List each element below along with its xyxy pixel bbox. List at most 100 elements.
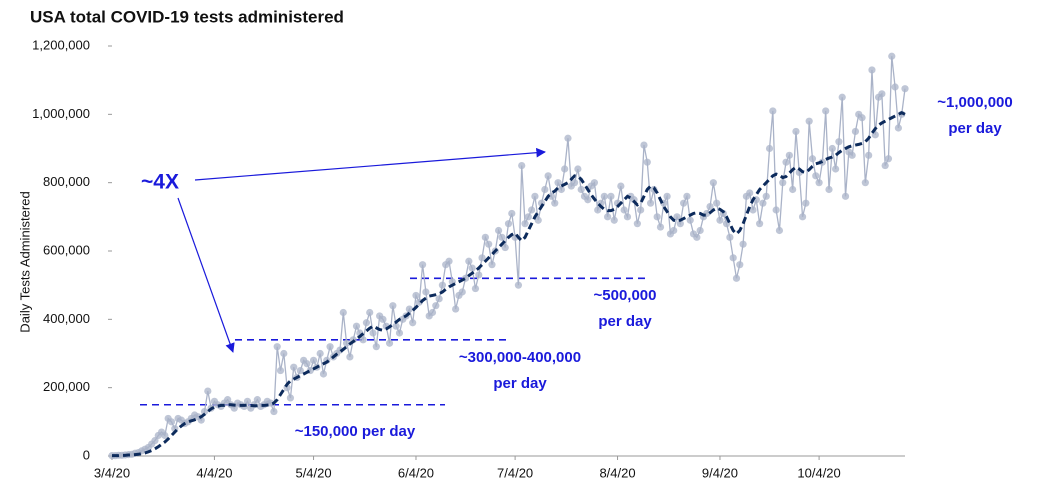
data-point: [686, 216, 694, 224]
data-point: [273, 343, 281, 351]
data-point: [200, 407, 209, 416]
data-point: [435, 295, 443, 303]
data-point: [481, 233, 489, 241]
data-point: [713, 199, 721, 207]
data-point: [276, 366, 285, 375]
data-point: [551, 199, 559, 207]
data-point: [167, 418, 176, 426]
data-point: [267, 399, 275, 407]
y-axis-label: Daily Tests Administered: [17, 191, 32, 332]
data-point: [243, 397, 252, 405]
data-point: [224, 396, 232, 404]
data-point: [309, 356, 318, 364]
data-point: [828, 144, 836, 153]
data-point: [362, 319, 371, 327]
data-point: [848, 151, 856, 159]
data-point: [884, 155, 893, 163]
data-point: [554, 179, 562, 187]
data-point: [775, 226, 784, 235]
data-point: [673, 213, 681, 221]
y-tick-label: 1,200,000: [32, 37, 90, 52]
data-point: [412, 291, 420, 300]
data-point: [610, 216, 618, 224]
data-point: [561, 165, 569, 173]
data-point: [656, 223, 665, 231]
data-point: [594, 206, 602, 214]
data-point: [881, 161, 889, 170]
data-point: [438, 281, 447, 289]
data-point: [772, 206, 780, 214]
chart-title: USA total COVID-19 tests administered: [30, 7, 344, 26]
data-point: [640, 141, 648, 149]
data-point: [901, 85, 909, 93]
data-point: [270, 407, 278, 416]
data-point: [498, 233, 506, 241]
data-point: [851, 127, 860, 136]
x-tick-label: 10/4/20: [797, 465, 840, 480]
data-point: [779, 179, 787, 187]
data-point: [534, 216, 542, 224]
data-point: [339, 308, 347, 317]
data-point: [458, 288, 466, 296]
data-point: [524, 213, 532, 221]
data-point: [607, 192, 615, 200]
data-point: [366, 308, 374, 317]
data-point: [623, 213, 632, 221]
data-point: [670, 226, 678, 235]
data-point: [894, 124, 902, 132]
data-point: [445, 257, 453, 265]
data-point: [808, 155, 817, 163]
x-tick-label: 4/4/20: [196, 465, 232, 480]
data-point: [395, 329, 404, 337]
data-point: [253, 396, 261, 404]
y-tick-label: 600,000: [43, 242, 90, 257]
data-point: [478, 254, 486, 262]
data-point: [822, 107, 830, 115]
data-point: [504, 220, 513, 228]
data-point: [888, 52, 896, 60]
data-point: [161, 431, 169, 440]
data-point: [204, 387, 212, 395]
data-point: [765, 144, 774, 153]
data-point: [280, 349, 288, 358]
data-point: [471, 284, 480, 293]
x-tick-label: 7/4/20: [497, 465, 533, 480]
data-point: [865, 151, 873, 159]
annotation: per day: [598, 313, 652, 330]
data-point: [732, 274, 741, 282]
data-point: [392, 322, 400, 330]
annotation: per day: [493, 375, 547, 392]
data-point: [706, 202, 714, 211]
data-point: [557, 185, 565, 194]
data-point: [789, 185, 797, 194]
data-point: [432, 302, 440, 310]
data-point: [508, 209, 516, 218]
x-tick-label: 3/4/20: [94, 465, 130, 480]
x-tick-label: 5/4/20: [295, 465, 331, 480]
data-point: [726, 233, 734, 241]
data-point: [676, 220, 684, 228]
data-point: [759, 199, 767, 207]
data-point: [316, 349, 324, 358]
data-point: [570, 179, 579, 187]
data-point: [736, 261, 744, 269]
y-tick-label: 0: [83, 447, 90, 462]
data-point: [663, 192, 671, 200]
data-point: [326, 343, 334, 351]
data-point: [693, 233, 701, 241]
data-point: [604, 213, 612, 221]
data-point: [868, 66, 876, 74]
data-point: [541, 185, 549, 194]
data-point: [861, 179, 869, 187]
y-tick-label: 200,000: [43, 379, 90, 394]
data-point: [518, 161, 526, 170]
data-point: [683, 192, 691, 200]
data-point: [485, 240, 493, 248]
x-tick-label: 9/4/20: [702, 465, 738, 480]
data-point: [290, 363, 298, 371]
data-point: [590, 179, 599, 187]
data-point: [501, 243, 509, 252]
data-point: [488, 261, 496, 269]
